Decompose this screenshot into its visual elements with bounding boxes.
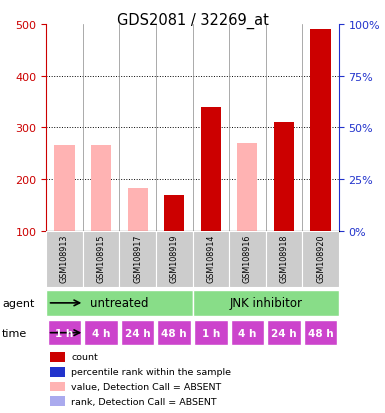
Bar [192,231,229,287]
Bar [229,231,266,287]
Text: GSM108918: GSM108918 [280,234,288,282]
Bar [192,290,339,316]
Text: JNK inhibitor: JNK inhibitor [229,297,302,310]
Bar [310,30,331,231]
Bar [157,320,191,346]
Text: 1 h: 1 h [202,328,220,338]
Bar [237,144,258,231]
Bar [164,195,184,231]
Bar [156,231,192,287]
Bar [231,320,264,346]
Text: count: count [71,352,98,361]
Text: value, Detection Call = ABSENT: value, Detection Call = ABSENT [71,382,221,391]
Text: time: time [2,328,27,338]
Text: 24 h: 24 h [271,328,297,338]
Bar [302,231,339,287]
Text: 1 h: 1 h [55,328,74,338]
Bar [194,320,228,346]
Bar [54,146,75,231]
Bar [83,231,119,287]
Text: GSM108913: GSM108913 [60,234,69,282]
Bar [119,231,156,287]
Text: GSM108917: GSM108917 [133,234,142,282]
Bar [84,320,118,346]
Bar [91,146,111,231]
Text: 4 h: 4 h [92,328,110,338]
Text: GSM108916: GSM108916 [243,234,252,282]
Text: rank, Detection Call = ABSENT: rank, Detection Call = ABSENT [71,397,217,406]
Text: GSM108920: GSM108920 [316,234,325,282]
Text: 48 h: 48 h [308,328,333,338]
Bar [46,290,192,316]
Bar [127,189,148,231]
Bar [304,320,337,346]
Bar [201,107,221,231]
Bar [267,320,301,346]
Text: agent: agent [2,298,34,308]
Bar [48,320,81,346]
Text: GSM108914: GSM108914 [206,234,215,282]
Bar [266,231,302,287]
Text: untreated: untreated [90,297,149,310]
Text: GDS2081 / 32269_at: GDS2081 / 32269_at [117,13,268,29]
Text: GSM108915: GSM108915 [97,234,105,282]
Bar [274,123,294,231]
Text: percentile rank within the sample: percentile rank within the sample [71,367,231,376]
Text: 4 h: 4 h [238,328,256,338]
Bar [121,320,154,346]
Text: 24 h: 24 h [125,328,151,338]
Bar [46,231,83,287]
Text: 48 h: 48 h [161,328,187,338]
Text: GSM108919: GSM108919 [170,234,179,282]
